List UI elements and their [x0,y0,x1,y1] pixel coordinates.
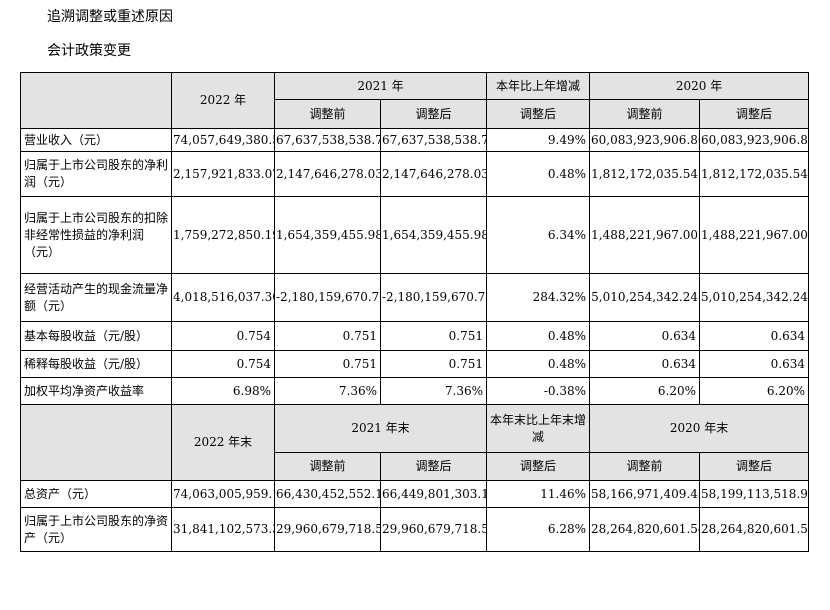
cell-value: 5,010,254,342.24 [699,273,810,322]
cell-value: 2,157,921,833.07 [171,151,275,197]
header-2022-end: 2022 年末 [171,404,275,481]
cell-value: 0.48% [486,151,591,197]
cell-value: 6.28% [486,507,591,552]
cell-value: 28,264,820,601.54 [589,507,701,552]
table-row: 经营活动产生的现金流量净额（元） 4,018,516,037.36 -2,180… [20,273,810,322]
header-2021-end-after: 调整后 [379,452,488,481]
cell-value: 5,010,254,342.24 [589,273,701,322]
cell-value: 67,637,538,538.75 [274,128,381,152]
cell-value: 67,637,538,538.75 [379,128,488,152]
cell-value: 7.36% [379,377,488,405]
header-2021-after: 调整后 [379,99,488,129]
header-change-after: 调整后 [486,99,591,129]
cell-value: 1,812,172,035.54 [589,151,701,197]
cell-value: 0.634 [589,350,701,378]
cell-value: 1,812,172,035.54 [699,151,810,197]
cell-value: 6.20% [699,377,810,405]
cell-value: 0.754 [171,350,275,378]
cell-value: 31,841,102,573.34 [171,507,275,552]
header-2021-end: 2021 年末 [273,404,488,453]
table-row: 归属于上市公司股东的净利润（元） 2,157,921,833.07 2,147,… [20,151,810,197]
cell-value: 66,449,801,303.19 [379,480,488,508]
row-label: 营业收入（元） [20,128,172,152]
header-2022: 2022 年 [171,72,275,129]
table-row: 加权平均净资产收益率 6.98% 7.36% 7.36% -0.38% 6.20… [20,377,810,405]
header-2020-end-after: 调整后 [699,452,810,481]
cell-value: 60,083,923,906.80 [589,128,701,152]
table-row: 归属于上市公司股东的扣除非经常性损益的净利润（元） 1,759,272,850.… [20,196,810,274]
cell-value: -2,180,159,670.77 [274,273,381,322]
cell-value: -2,180,159,670.77 [379,273,488,322]
cell-value: 74,063,005,959.15 [171,480,275,508]
cell-value: -0.38% [486,377,591,405]
cell-value: 284.32% [486,273,591,322]
cell-value: 1,759,272,850.19 [171,196,275,274]
cell-value: 58,199,113,518.90 [699,480,810,508]
section-subtitle: 会计政策变更 [47,43,131,59]
cell-value: 0.751 [274,321,381,351]
row-label: 归属于上市公司股东的净利润（元） [20,151,172,197]
cell-value: 0.751 [274,350,381,378]
cell-value: 28,264,820,601.54 [699,507,810,552]
cell-value: 11.46% [486,480,591,508]
cell-value: 58,166,971,409.45 [589,480,701,508]
cell-value: 0.634 [699,350,810,378]
header-blank [20,72,172,129]
cell-value: 74,057,649,380.57 [171,128,275,152]
row-label: 加权平均净资产收益率 [20,377,172,405]
cell-value: 0.634 [699,321,810,351]
row-label: 基本每股收益（元/股） [20,321,172,351]
table-row: 归属于上市公司股东的净资产（元） 31,841,102,573.34 29,96… [20,507,810,552]
cell-value: 2,147,646,278.03 [274,151,381,197]
cell-value: 0.48% [486,321,591,351]
header-2020-end-before: 调整前 [589,452,701,481]
table-row: 总资产（元） 74,063,005,959.15 66,430,452,552.… [20,480,810,508]
cell-value: 6.20% [589,377,701,405]
header-2021: 2021 年 [273,72,488,100]
table-row: 稀释每股收益（元/股） 0.754 0.751 0.751 0.48% 0.63… [20,350,810,378]
cell-value: 7.36% [274,377,381,405]
cell-value: 0.751 [379,321,488,351]
cell-value: 0.48% [486,350,591,378]
row-label: 稀释每股收益（元/股） [20,350,172,378]
cell-value: 29,960,679,718.55 [274,507,381,552]
financial-table: 2022 年 2021 年 本年比上年增减 2020 年 调整前 调整后 调整后… [20,72,810,552]
row-label: 经营活动产生的现金流量净额（元） [20,273,172,322]
cell-value: 1,654,359,455.98 [379,196,488,274]
header-2020-before: 调整前 [589,99,701,129]
header-2021-end-before: 调整前 [274,452,381,481]
table-row: 基本每股收益（元/股） 0.754 0.751 0.751 0.48% 0.63… [20,321,810,351]
row-label: 归属于上市公司股东的净资产（元） [20,507,172,552]
cell-value: 29,960,679,718.55 [379,507,488,552]
cell-value: 9.49% [486,128,591,152]
table-row: 营业收入（元） 74,057,649,380.57 67,637,538,538… [20,128,810,152]
cell-value: 4,018,516,037.36 [171,273,275,322]
header-2020-end: 2020 年末 [589,404,810,453]
section-title: 追溯调整或重述原因 [47,9,173,25]
cell-value: 60,083,923,906.80 [699,128,810,152]
header-2020-after: 调整后 [699,99,810,129]
header-blank [20,404,172,481]
header-change: 本年比上年增减 [486,72,591,100]
cell-value: 66,430,452,552.15 [274,480,381,508]
cell-value: 6.98% [171,377,275,405]
cell-value: 1,654,359,455.98 [274,196,381,274]
header-2021-before: 调整前 [274,99,381,129]
header-2020: 2020 年 [589,72,810,100]
row-label: 总资产（元） [20,480,172,508]
cell-value: 0.634 [589,321,701,351]
row-label: 归属于上市公司股东的扣除非经常性损益的净利润（元） [20,196,172,274]
header-change-end-after: 调整后 [486,452,591,481]
cell-value: 1,488,221,967.00 [589,196,701,274]
cell-value: 6.34% [486,196,591,274]
cell-value: 2,147,646,278.03 [379,151,488,197]
cell-value: 0.754 [171,321,275,351]
cell-value: 0.751 [379,350,488,378]
cell-value: 1,488,221,967.00 [699,196,810,274]
header-change-end: 本年末比上年末增减 [486,404,591,453]
